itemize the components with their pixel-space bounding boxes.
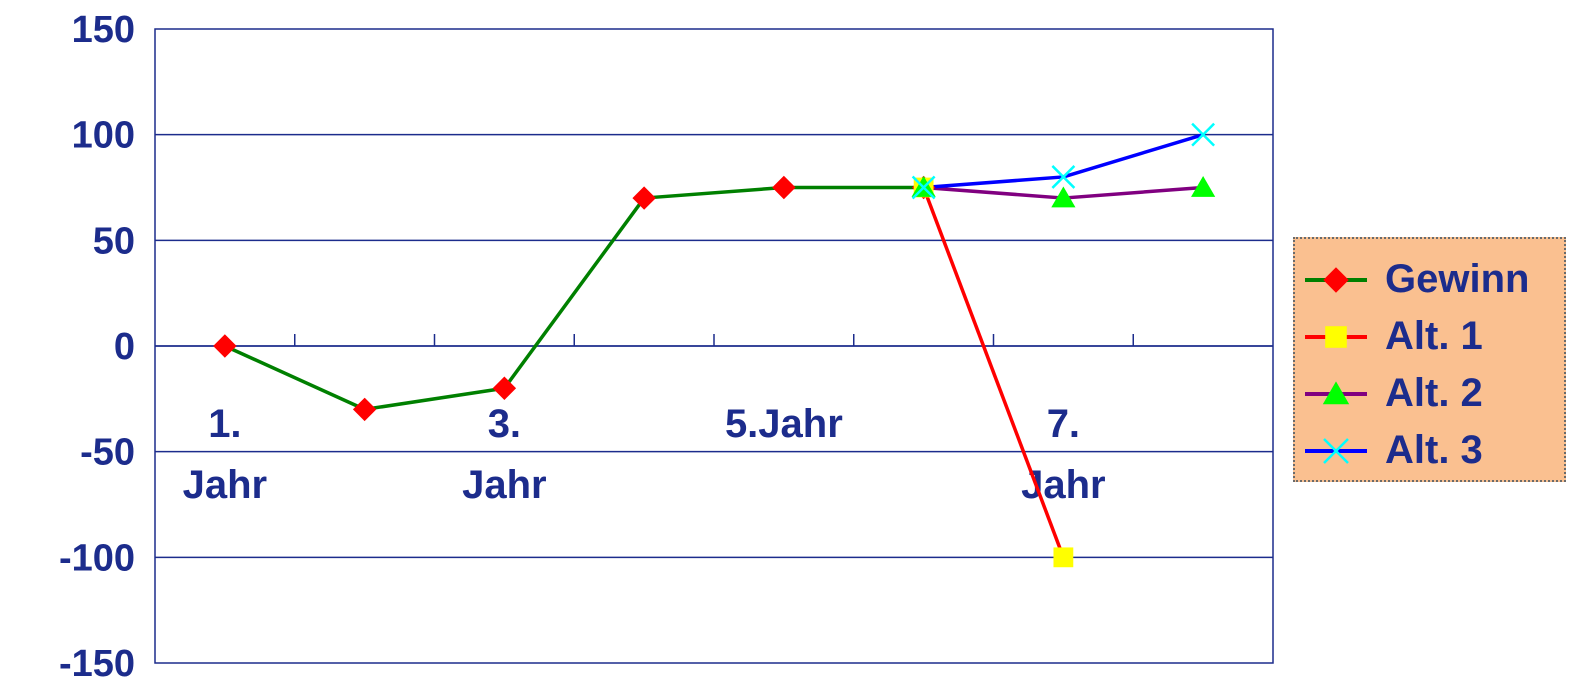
series-line-alt-3 — [923, 132, 1204, 190]
legend-key-alt-1 — [1295, 317, 1377, 357]
series-line-gewinn — [224, 185, 924, 412]
data-point-gewinn — [772, 175, 796, 200]
y-tick-label: -50 — [80, 432, 135, 474]
legend-marker — [1325, 325, 1347, 348]
legend-item-alt-1: Alt. 1 — [1295, 308, 1564, 365]
legend-label-alt-3: Alt. 3 — [1385, 428, 1483, 472]
y-tick-label: 0 — [114, 326, 135, 368]
legend-label-alt-2: Alt. 2 — [1385, 371, 1483, 415]
legend-key-alt-2 — [1295, 374, 1377, 414]
x-tick-label: 1. Jahr — [183, 402, 268, 507]
legend-label-gewinn: Gewinn — [1385, 257, 1530, 301]
x-category-labels: 1. Jahr 3. Jahr 5.Jahr 7. Jahr — [183, 402, 1106, 507]
x-axis — [155, 334, 1273, 347]
legend-marker — [1322, 380, 1350, 404]
legend-label-alt-1: Alt. 1 — [1385, 314, 1483, 358]
data-point-alt-3 — [1051, 165, 1076, 189]
legend-key-gewinn — [1295, 260, 1377, 300]
series-line-alt-1 — [921, 186, 1066, 558]
y-tick-label: 50 — [93, 220, 135, 262]
data-point-alt-2 — [1051, 186, 1076, 208]
data-point-gewinn — [492, 376, 517, 400]
legend-item-alt-2: Alt. 2 — [1295, 365, 1564, 422]
legend-key-alt-3 — [1295, 431, 1377, 471]
data-point-gewinn — [213, 334, 237, 358]
y-tick-label: -100 — [59, 537, 135, 579]
data-point-alt-2 — [1191, 175, 1216, 197]
legend-item-gewinn: Gewinn — [1295, 251, 1564, 308]
x-tick-label: 5.Jahr — [725, 402, 843, 446]
legend-marker — [1323, 266, 1349, 293]
data-point-alt-1 — [1053, 547, 1074, 568]
data-point-alt-3 — [1191, 122, 1216, 147]
x-tick-label: 7. Jahr — [1021, 402, 1106, 507]
legend: Gewinn Alt. 1 Alt. 2 Alt. 3 — [1293, 237, 1566, 482]
y-axis: 150 100 50 0 -50 -100 -150 — [59, 9, 135, 685]
y-tick-label: 150 — [72, 9, 135, 51]
data-point-gewinn — [352, 397, 377, 422]
legend-marker — [1323, 437, 1349, 464]
y-tick-label: 100 — [72, 115, 135, 157]
x-tick-label: 3. Jahr — [462, 402, 547, 507]
series-markers — [213, 122, 1216, 568]
legend-item-alt-3: Alt. 3 — [1295, 422, 1564, 479]
data-point-gewinn — [632, 186, 656, 210]
data-point-alt-3 — [911, 175, 936, 200]
y-tick-label: -150 — [59, 643, 135, 685]
